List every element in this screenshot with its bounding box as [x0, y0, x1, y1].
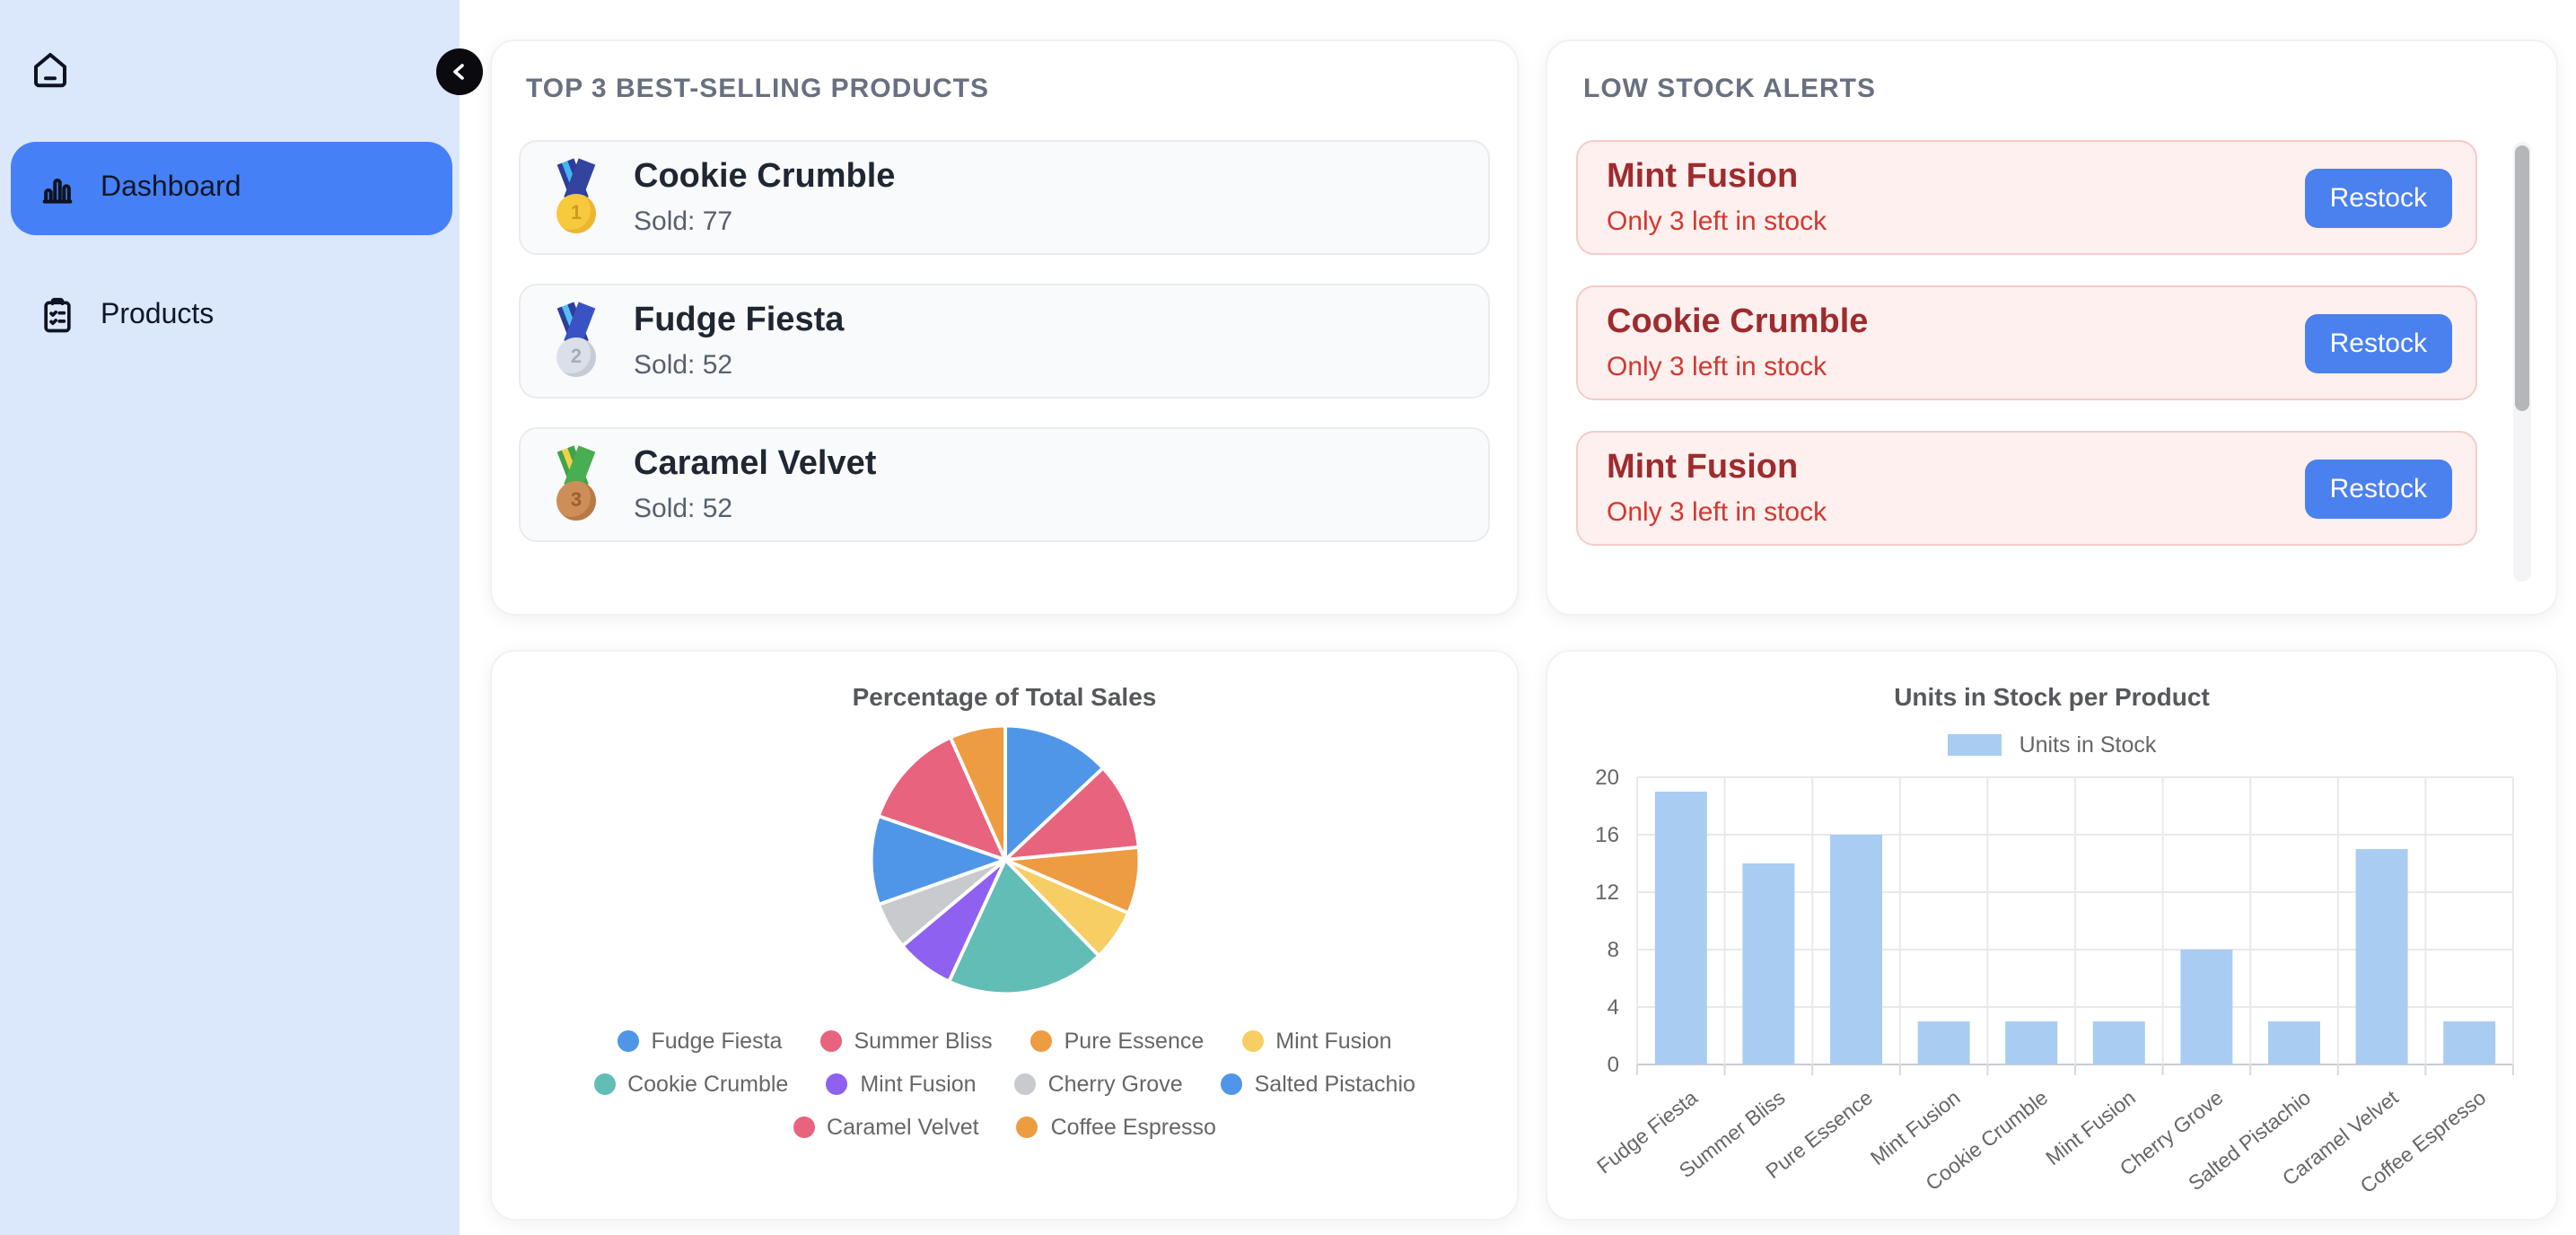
alert-message: Only 3 left in stock [1607, 351, 1827, 382]
bar-chart-icon [38, 169, 77, 208]
legend-dot [819, 1030, 842, 1052]
top-products-title: TOP 3 BEST-SELLING PRODUCTS [526, 74, 989, 104]
product-name: Caramel Velvet [634, 445, 877, 484]
svg-text:8: 8 [1608, 938, 1619, 962]
legend-item[interactable]: Fudge Fiesta [617, 1029, 782, 1054]
svg-text:0: 0 [1608, 1053, 1619, 1077]
sales-pie-card: Percentage of Total Sales Fudge Fiesta S… [490, 650, 1519, 1221]
legend-item[interactable]: Pure Essence [1030, 1029, 1204, 1054]
legend-item[interactable]: Summer Bliss [819, 1029, 993, 1054]
bar-legend-label: Units in Stock [2019, 732, 2157, 758]
pie-legend: Fudge Fiesta Summer Bliss Pure Essence M… [492, 1029, 1517, 1140]
bronze-medal-icon: 3 [549, 445, 603, 521]
legend-dot [1030, 1030, 1052, 1052]
legend-dot [793, 1117, 815, 1138]
product-row: 2 Fudge Fiesta Sold: 52 [519, 284, 1490, 399]
svg-text:4: 4 [1608, 995, 1619, 1020]
sidebar-item-label: Products [101, 300, 215, 330]
bar-legend[interactable]: Units in Stock [1547, 732, 2556, 758]
scrollbar-track[interactable] [2513, 142, 2531, 582]
clipboard-list-icon [38, 296, 77, 336]
legend-item[interactable]: Cookie Crumble [593, 1072, 788, 1097]
legend-dot [593, 1073, 616, 1095]
product-row: 1 Cookie Crumble Sold: 77 [519, 140, 1490, 255]
legend-dot [826, 1073, 848, 1095]
svg-text:20: 20 [1595, 766, 1619, 790]
product-sold-count: Sold: 52 [634, 493, 733, 524]
alert-row: Mint Fusion Only 3 left in stock Restock [1576, 140, 2477, 255]
legend-dot [1013, 1073, 1036, 1095]
scrollbar-thumb[interactable] [2515, 145, 2529, 411]
legend-item[interactable]: Salted Pistachio [1220, 1072, 1415, 1097]
alert-product-name: Cookie Crumble [1607, 303, 1869, 342]
bar-chart-title: Units in Stock per Product [1894, 682, 2210, 711]
top-products-card: TOP 3 BEST-SELLING PRODUCTS 1 Cookie Cru… [490, 39, 1519, 616]
home-icon[interactable] [25, 45, 75, 95]
medal-rank: 3 [556, 481, 596, 521]
legend-item[interactable]: Mint Fusion [1241, 1029, 1392, 1054]
top-products-list: 1 Cookie Crumble Sold: 77 2 Fudge Fiesta… [519, 140, 1490, 542]
alert-product-name: Mint Fusion [1607, 449, 1799, 487]
product-row: 3 Caramel Velvet Sold: 52 [519, 427, 1490, 542]
medal-rank: 2 [556, 337, 596, 377]
legend-dot [1016, 1117, 1038, 1138]
restock-button[interactable]: Restock [2304, 168, 2452, 227]
gold-medal-icon: 1 [549, 158, 603, 233]
sidebar-item-label: Dashboard [101, 172, 241, 203]
product-name: Fudge Fiesta [634, 302, 845, 340]
sidebar: Dashboard Products [0, 0, 460, 1235]
sidebar-item-products[interactable]: Products [11, 269, 452, 363]
svg-text:16: 16 [1595, 823, 1619, 847]
low-stock-title: LOW STOCK ALERTS [1583, 74, 1876, 104]
silver-medal-icon: 2 [549, 302, 603, 377]
pie-chart-title: Percentage of Total Sales [852, 682, 1157, 711]
svg-text:12: 12 [1595, 880, 1619, 905]
pie-chart [868, 723, 1141, 996]
restock-button[interactable]: Restock [2304, 459, 2452, 518]
low-stock-card: LOW STOCK ALERTS Mint Fusion Only 3 left… [1546, 39, 2558, 616]
alert-row: Cookie Crumble Only 3 left in stock Rest… [1576, 285, 2477, 400]
product-name: Cookie Crumble [634, 158, 896, 197]
chevron-left-icon [449, 61, 470, 83]
medal-rank: 1 [556, 194, 596, 233]
sidebar-collapse-button[interactable] [436, 48, 483, 95]
legend-dot [1220, 1073, 1242, 1095]
alert-product-name: Mint Fusion [1607, 158, 1799, 197]
legend-item[interactable]: Mint Fusion [826, 1072, 977, 1097]
alert-message: Only 3 left in stock [1607, 206, 1827, 237]
low-stock-list: Mint Fusion Only 3 left in stock Restock… [1576, 140, 2528, 546]
legend-dot [1241, 1030, 1264, 1052]
product-sold-count: Sold: 52 [634, 349, 733, 381]
product-sold-count: Sold: 77 [634, 206, 733, 237]
stock-bar-card: Units in Stock per Product Units in Stoc… [1546, 650, 2558, 1221]
legend-item[interactable]: Coffee Espresso [1016, 1115, 1216, 1140]
alert-row: Mint Fusion Only 3 left in stock Restock [1576, 431, 2477, 546]
sidebar-item-dashboard[interactable]: Dashboard [11, 142, 452, 235]
legend-item[interactable]: Caramel Velvet [793, 1115, 979, 1140]
bar-legend-swatch [1947, 734, 2002, 756]
alert-message: Only 3 left in stock [1607, 496, 1827, 528]
legend-dot [617, 1030, 639, 1052]
legend-item[interactable]: Cherry Grove [1013, 1072, 1183, 1097]
restock-button[interactable]: Restock [2304, 313, 2452, 372]
